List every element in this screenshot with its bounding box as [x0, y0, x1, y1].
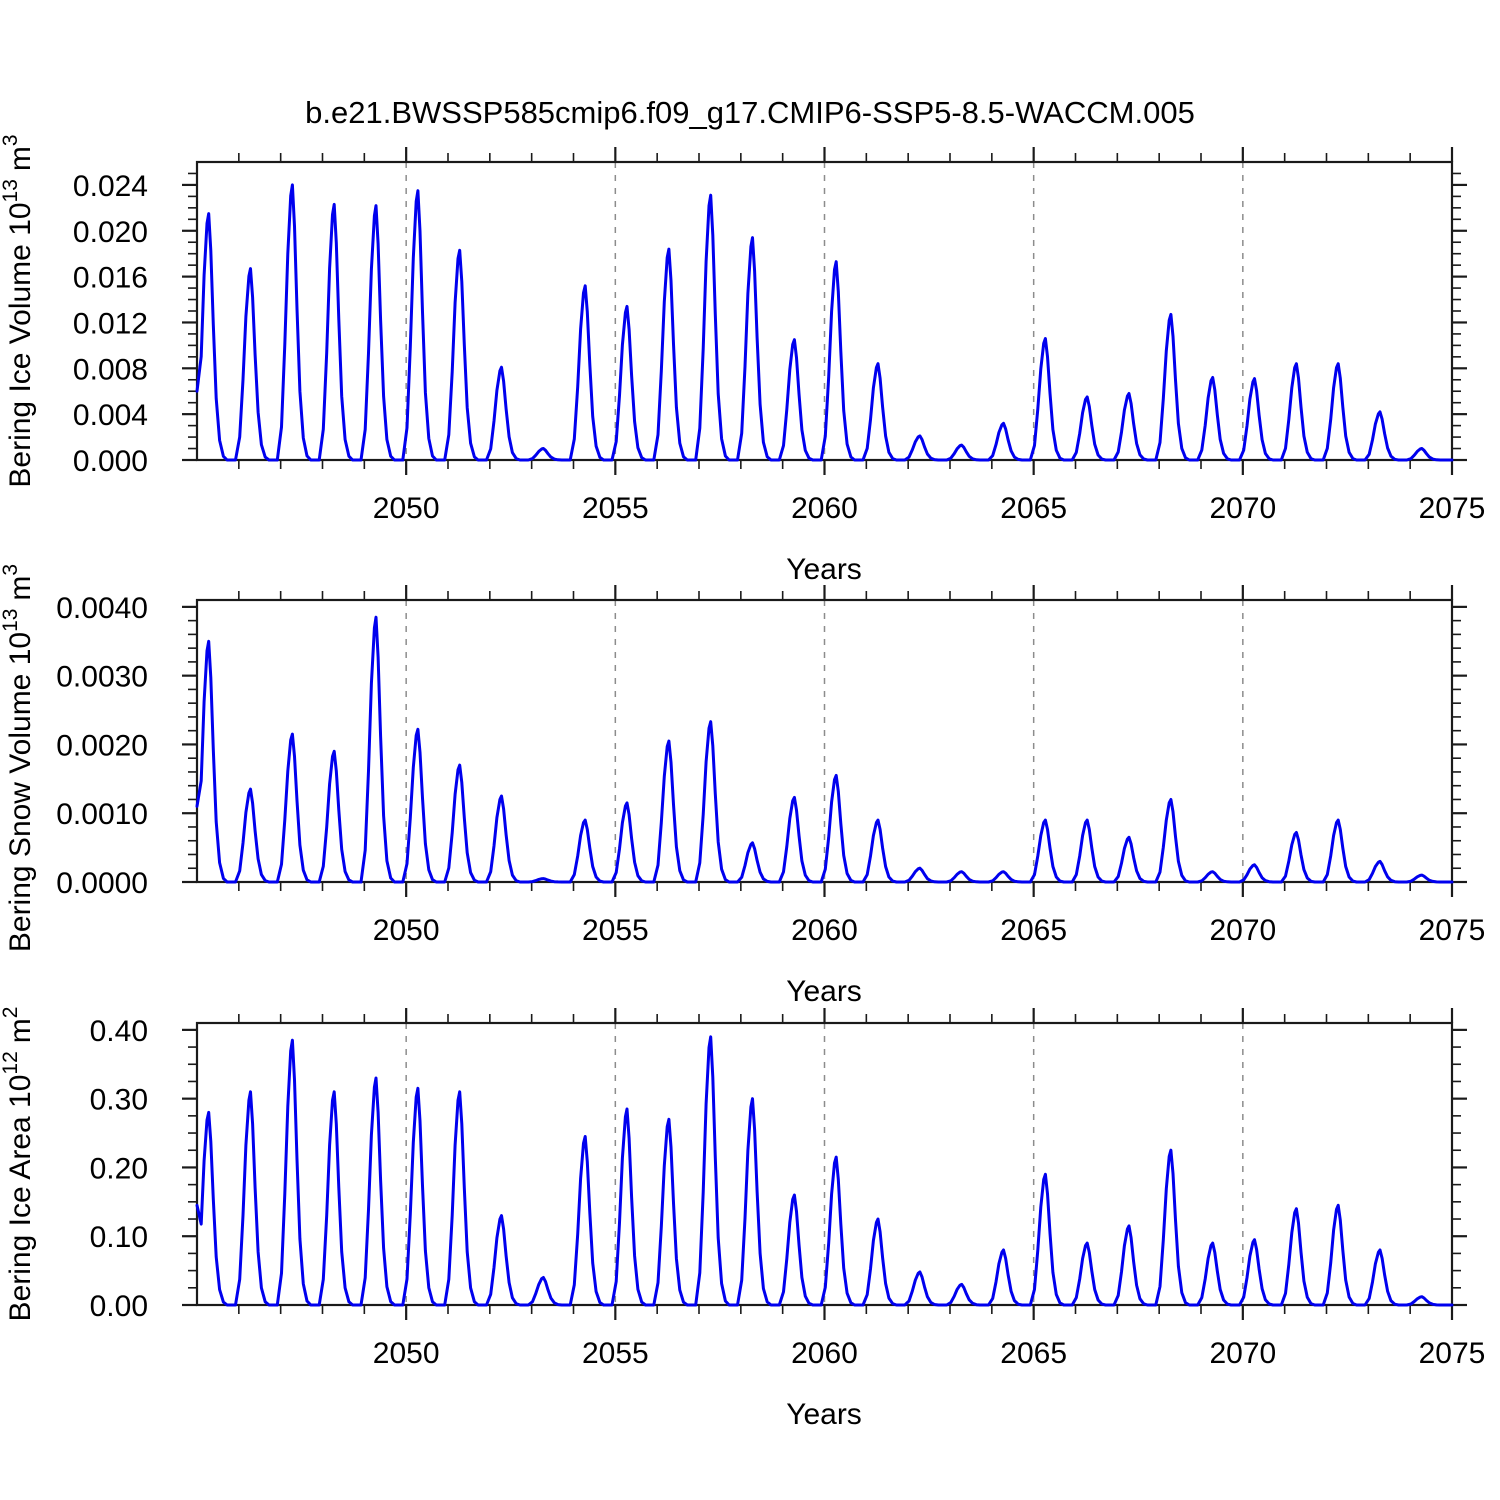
panels-group: 2050 2055 2060 2065 2070 2075 0.000 0.004 0.008 0… — [56, 147, 1485, 1370]
x-tick-label: 2070 — [1209, 492, 1276, 525]
x-axis-label-years-1: Years — [786, 553, 862, 586]
y-tick-label: 0.0010 — [56, 798, 148, 831]
x-tick-label: 2070 — [1209, 914, 1276, 947]
y-axis-label-text: Bering Ice Volume 10 — [4, 202, 37, 487]
y-tick-label: 0.016 — [73, 262, 148, 295]
y-tick-label: 0.004 — [73, 399, 148, 432]
x-tick-label: 2075 — [1419, 914, 1486, 947]
x-tick-label: 2055 — [582, 914, 649, 947]
y-axis-label-unit: m — [4, 1018, 37, 1043]
panel-bering-ice-area: 2050 2055 2060 2065 2070 2075 0.00 0.10 0.20 0.30… — [90, 1008, 1486, 1370]
x-tick-label: 2065 — [1000, 914, 1067, 947]
y-tick-label: 0.40 — [90, 1015, 148, 1048]
series-line-bering-snow-volume — [195, 615, 1454, 884]
y-tick-label: 0.008 — [73, 353, 148, 386]
y-axis-label-exponent: 13 — [0, 179, 22, 202]
figure-title: b.e21.BWSSP585cmip6.f09_g17.CMIP6-SSP5-8… — [305, 95, 1195, 130]
y-axis-label-unit: m — [4, 576, 37, 601]
x-axis-label-years-3: Years — [786, 1398, 862, 1431]
series-line-bering-ice-volume — [195, 183, 1454, 462]
y-tick-label: 0.012 — [73, 307, 148, 340]
y-axis-label-unit: m — [4, 146, 37, 171]
x-tick-label: 2060 — [791, 914, 858, 947]
y-axis-label-exponent: 12 — [0, 1051, 22, 1074]
y-tick-label: 0.0020 — [56, 729, 148, 762]
x-tick-label: 2075 — [1419, 1337, 1486, 1370]
x-tick-label: 2050 — [373, 914, 440, 947]
y-axis-label-ice-volume: Bering Ice Volume 1013 m3 — [0, 134, 37, 487]
x-tick-label: 2065 — [1000, 492, 1067, 525]
y-axis-label-snow-volume: Bering Snow Volume 1013 m3 — [0, 564, 37, 952]
x-tick-label: 2065 — [1000, 1337, 1067, 1370]
x-tick-label: 2060 — [791, 1337, 858, 1370]
y-axis-label-unit-exponent: 3 — [0, 134, 22, 146]
panel-bering-snow-volume: 2050 2055 2060 2065 2070 2075 0.0000 0.0010 0.00… — [56, 585, 1485, 947]
x-tick-label: 2055 — [582, 492, 649, 525]
series-line-bering-ice-area — [195, 1035, 1454, 1307]
x-tick-label: 2050 — [373, 1337, 440, 1370]
y-tick-label: 0.0030 — [56, 661, 148, 694]
x-tick-label: 2055 — [582, 1337, 649, 1370]
y-axis-label-ice-area: Bering Ice Area 1012 m2 — [0, 1007, 37, 1322]
y-tick-label: 0.020 — [73, 216, 148, 249]
y-tick-label: 0.30 — [90, 1084, 148, 1117]
x-tick-label: 2075 — [1419, 492, 1486, 525]
y-axis-label-unit-exponent: 2 — [0, 1007, 22, 1019]
y-tick-label: 0.000 — [73, 445, 148, 478]
y-axis-label-exponent: 13 — [0, 609, 22, 632]
y-axis-label-text: Bering Snow Volume 10 — [4, 632, 37, 952]
y-tick-label: 0.024 — [73, 170, 148, 203]
y-tick-label: 0.20 — [90, 1152, 148, 1185]
x-tick-label: 2060 — [791, 492, 858, 525]
y-tick-label: 0.0000 — [56, 867, 148, 900]
y-axis-label-unit-exponent: 3 — [0, 564, 22, 576]
y-tick-label: 0.0040 — [56, 592, 148, 625]
x-tick-label: 2070 — [1209, 1337, 1276, 1370]
y-tick-label: 0.00 — [90, 1290, 148, 1323]
panel-bering-ice-volume: 2050 2055 2060 2065 2070 2075 0.000 0.004 0.008 0… — [73, 147, 1485, 525]
x-tick-label: 2050 — [373, 492, 440, 525]
y-axis-label-text: Bering Ice Area 10 — [4, 1075, 37, 1322]
y-tick-label: 0.10 — [90, 1221, 148, 1254]
x-axis-label-years-2: Years — [786, 975, 862, 1008]
